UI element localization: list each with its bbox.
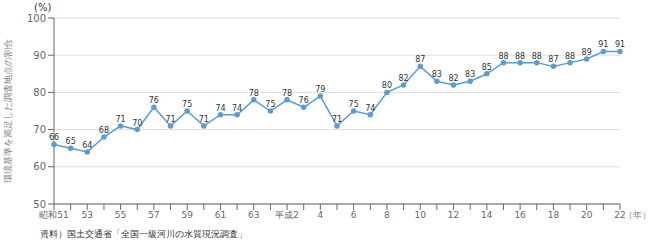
svg-text:78: 78 bbox=[282, 89, 292, 98]
svg-text:80: 80 bbox=[33, 87, 46, 98]
svg-text:14: 14 bbox=[481, 210, 493, 220]
svg-text:100: 100 bbox=[27, 13, 46, 24]
svg-text:57: 57 bbox=[148, 210, 159, 220]
svg-text:12: 12 bbox=[448, 210, 459, 220]
svg-text:74: 74 bbox=[215, 104, 225, 113]
svg-text:16: 16 bbox=[514, 210, 526, 220]
svg-text:87: 87 bbox=[415, 55, 425, 64]
svg-text:88: 88 bbox=[565, 52, 575, 61]
svg-text:環境基準を満足した調査地点の割合: 環境基準を満足した調査地点の割合 bbox=[8, 39, 13, 183]
svg-text:20: 20 bbox=[581, 210, 593, 220]
svg-text:88: 88 bbox=[515, 52, 525, 61]
svg-text:61: 61 bbox=[215, 210, 226, 220]
svg-text:4: 4 bbox=[317, 210, 323, 220]
svg-text:66: 66 bbox=[49, 133, 59, 142]
svg-text:71: 71 bbox=[165, 115, 175, 124]
svg-text:6: 6 bbox=[351, 210, 357, 220]
svg-text:78: 78 bbox=[249, 89, 259, 98]
svg-text:71: 71 bbox=[115, 115, 125, 124]
svg-text:75: 75 bbox=[349, 100, 359, 109]
svg-text:71: 71 bbox=[332, 115, 342, 124]
svg-text:82: 82 bbox=[448, 74, 458, 83]
svg-text:68: 68 bbox=[99, 126, 109, 135]
svg-text:（年）: （年） bbox=[624, 210, 651, 220]
svg-text:64: 64 bbox=[82, 141, 92, 150]
svg-text:59: 59 bbox=[181, 210, 193, 220]
svg-text:75: 75 bbox=[182, 100, 192, 109]
svg-text:75: 75 bbox=[265, 100, 275, 109]
svg-text:82: 82 bbox=[398, 74, 408, 83]
svg-text:8: 8 bbox=[384, 210, 390, 220]
svg-text:65: 65 bbox=[66, 137, 76, 146]
svg-text:76: 76 bbox=[299, 96, 309, 105]
svg-text:87: 87 bbox=[548, 55, 558, 64]
svg-text:71: 71 bbox=[199, 115, 209, 124]
svg-text:22: 22 bbox=[614, 210, 626, 221]
svg-text:83: 83 bbox=[465, 70, 475, 79]
svg-text:88: 88 bbox=[532, 52, 542, 61]
svg-text:88: 88 bbox=[498, 52, 508, 61]
svg-text:53: 53 bbox=[82, 210, 93, 220]
svg-text:91: 91 bbox=[598, 40, 608, 49]
svg-text:76: 76 bbox=[149, 96, 159, 105]
svg-text:60: 60 bbox=[33, 161, 46, 172]
svg-text:74: 74 bbox=[365, 104, 375, 113]
svg-text:89: 89 bbox=[582, 48, 592, 57]
svg-text:70: 70 bbox=[33, 124, 46, 135]
svg-text:10: 10 bbox=[415, 210, 427, 220]
html-text:資料）国土交通省「全国一級河川の水質現況調査」: 資料）国土交通省「全国一級河川の水質現況調査」 bbox=[40, 229, 247, 239]
svg-text:70: 70 bbox=[132, 119, 142, 128]
svg-text:18: 18 bbox=[548, 210, 560, 220]
svg-text:80: 80 bbox=[382, 81, 392, 90]
svg-text:平成2: 平成2 bbox=[275, 210, 299, 220]
svg-text:85: 85 bbox=[482, 63, 492, 72]
svg-text:50: 50 bbox=[33, 199, 46, 210]
svg-text:55: 55 bbox=[115, 210, 126, 220]
svg-text:74: 74 bbox=[232, 104, 242, 113]
svg-text:79: 79 bbox=[315, 85, 325, 94]
svg-text:昭和51: 昭和51 bbox=[39, 210, 68, 220]
svg-text:91: 91 bbox=[615, 40, 625, 49]
svg-text:63: 63 bbox=[248, 210, 259, 220]
svg-text:90: 90 bbox=[33, 50, 46, 61]
svg-text:83: 83 bbox=[432, 70, 442, 79]
